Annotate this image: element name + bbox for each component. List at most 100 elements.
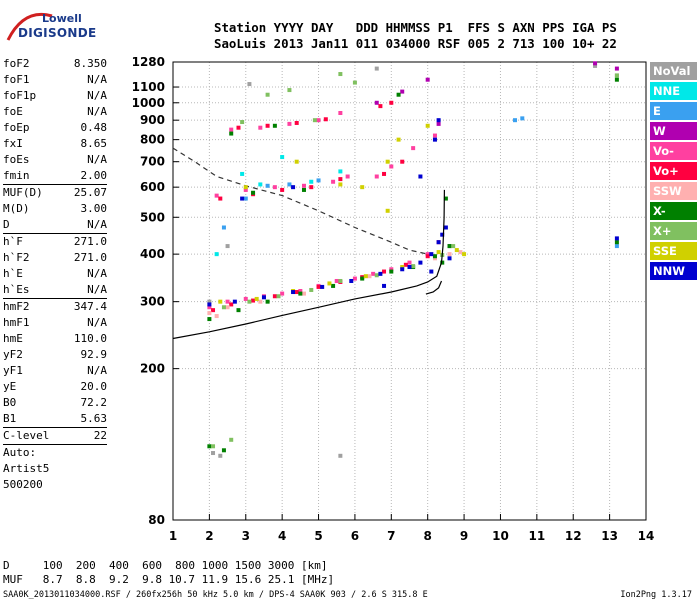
legend-item-ssw: SSW — [650, 182, 697, 200]
param-name: yF2 — [3, 348, 23, 361]
echo-point — [312, 118, 317, 123]
param-row: h`Es N/A — [3, 282, 107, 298]
echo-point — [367, 274, 372, 279]
trace-line — [172, 189, 445, 340]
echo-point — [436, 250, 441, 255]
plot-frame — [172, 61, 647, 521]
param-row: hmE 110.0 — [3, 331, 107, 347]
echo-point — [287, 88, 292, 93]
echo-point — [385, 159, 390, 164]
echo-point — [614, 73, 619, 78]
param-row: fxI 8.65 — [3, 136, 107, 152]
param-name: foE — [3, 105, 23, 118]
x-tick-label: 4 — [278, 529, 286, 543]
param-value: 271.0 — [73, 251, 107, 264]
echo-point — [345, 174, 350, 179]
echo-point — [400, 159, 405, 164]
param-value: N/A — [87, 89, 107, 102]
echo-point — [382, 269, 387, 274]
echo-point — [447, 244, 452, 249]
echo-point — [396, 137, 401, 142]
y-tick-label: 80 — [148, 513, 165, 527]
echo-point — [374, 100, 379, 105]
echo-point — [243, 296, 248, 301]
x-tick-label: 12 — [565, 529, 582, 543]
param-value: N/A — [87, 73, 107, 86]
echo-point — [276, 294, 281, 299]
echo-point — [214, 193, 219, 198]
echo-point — [258, 182, 263, 187]
echo-point — [272, 294, 277, 299]
param-name: foF1 — [3, 73, 30, 86]
param-row: yF1 N/A — [3, 363, 107, 379]
echo-point — [371, 271, 376, 276]
echo-point — [432, 254, 437, 259]
param-value: 2.00 — [80, 169, 108, 182]
echo-point — [338, 177, 343, 182]
echo-point — [211, 444, 216, 449]
param-value: 72.2 — [80, 396, 108, 409]
echo-point — [338, 453, 343, 458]
echo-point — [385, 208, 390, 213]
echo-point — [374, 174, 379, 179]
param-value: N/A — [87, 316, 107, 329]
param-name: fxI — [3, 137, 23, 150]
param-name: MUF(D) — [3, 186, 43, 199]
echo-point — [316, 284, 321, 289]
echo-point — [432, 133, 437, 138]
echo-point — [214, 314, 219, 319]
echo-point — [236, 308, 241, 313]
param-name: fmin — [3, 169, 30, 182]
legend-item-vo-: Vo- — [650, 142, 697, 160]
echo-point — [425, 254, 430, 259]
legend-item-x-: X+ — [650, 222, 697, 240]
param-value: N/A — [87, 283, 107, 296]
echo-point — [418, 174, 423, 179]
param-name: B0 — [3, 396, 17, 409]
y-tick-label: 700 — [140, 155, 165, 169]
echo-point — [432, 256, 437, 261]
param-value: N/A — [87, 153, 107, 166]
echo-point — [425, 77, 430, 82]
y-tick-label: 900 — [140, 113, 165, 127]
x-tick-label: 11 — [528, 529, 545, 543]
param-name: B1 — [3, 412, 17, 425]
parameter-panel: foF2 8.350 foF1 N/A foF1p N/A foE N/A foEp 0.48 fx… — [3, 56, 107, 493]
echo-point — [309, 179, 314, 184]
echo-point — [214, 252, 219, 257]
echo-point — [614, 236, 619, 241]
echo-point — [211, 451, 216, 456]
param-name: hmE — [3, 332, 23, 345]
ionogram-chart: 1 2 3 4 5 6 7 8 9 10 11 12 13 14802003004005006007008… — [132, 55, 655, 543]
echo-point — [301, 183, 306, 188]
param-value: 0.48 — [80, 121, 108, 134]
param-value: 8.350 — [73, 57, 107, 70]
echo-point — [225, 305, 230, 310]
param-value: 25.07 — [73, 186, 107, 199]
param-value: N/A — [87, 218, 107, 231]
dashed-line — [172, 147, 428, 255]
echo-point — [232, 299, 237, 304]
echo-point — [378, 104, 383, 109]
echo-point — [320, 284, 325, 289]
echo-point — [218, 196, 223, 201]
echo-point — [447, 256, 452, 261]
echo-point — [513, 118, 518, 123]
echo-point — [363, 274, 368, 279]
logo-line1: Lowell — [42, 12, 82, 25]
echo-point — [261, 295, 266, 300]
echo-point — [211, 308, 216, 313]
echo-point — [593, 61, 598, 66]
echo-point — [265, 123, 270, 128]
echo-point — [436, 118, 441, 123]
param-row: foF1 N/A — [3, 72, 107, 88]
echo-point — [251, 298, 256, 303]
param-row: MUF(D) 25.07 — [3, 185, 107, 201]
echo-point — [334, 278, 339, 283]
echo-point — [294, 120, 299, 125]
echo-point — [374, 273, 379, 278]
legend-item-nne: NNE — [650, 82, 697, 100]
echo-point — [225, 299, 230, 304]
footer-file-info: SAA0K_2013011034000.RSF / 260fx256h 50 k… — [3, 590, 428, 600]
legend-item-nnw: NNW — [650, 262, 697, 280]
